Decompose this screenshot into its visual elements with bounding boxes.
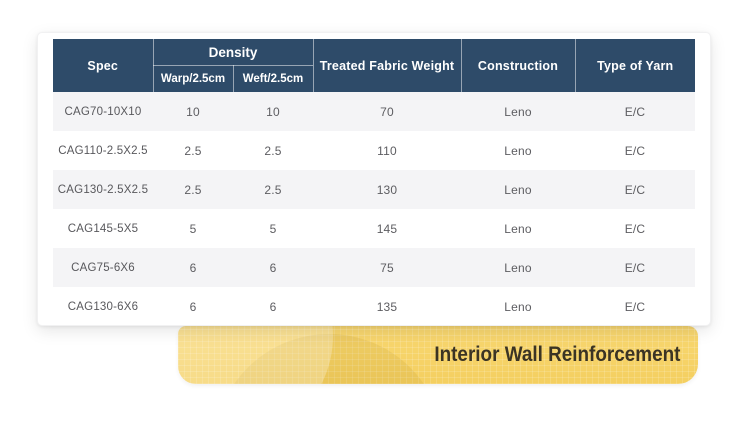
cell-construction: Leno: [504, 260, 532, 275]
cell-weft: 6: [269, 299, 277, 314]
table-row: CAG130-2.5X2.5 2.5 2.5 130 Leno E/C: [53, 170, 695, 209]
table-row: CAG110-2.5X2.5 2.5 2.5 110 Leno E/C: [53, 131, 695, 170]
cell-warp: 6: [189, 260, 197, 275]
cell-weft: 6: [269, 260, 277, 275]
cell-yarn: E/C: [624, 143, 646, 158]
column-header-spec: Spec: [53, 39, 153, 92]
table-row: CAG130-6X6 6 6 135 Leno E/C: [53, 287, 695, 326]
cell-weft: 5: [269, 221, 277, 236]
cell-spec: CAG75-6X6: [71, 261, 135, 274]
cell-weft: 2.5: [264, 182, 282, 197]
cell-construction: Leno: [504, 221, 532, 236]
cell-yarn: E/C: [624, 104, 646, 119]
cell-construction: Leno: [504, 104, 532, 119]
cell-spec: CAG130-6X6: [67, 300, 139, 313]
cell-warp: 2.5: [184, 143, 202, 158]
cell-weft: 2.5: [264, 143, 282, 158]
cell-warp: 5: [189, 221, 197, 236]
cell-warp: 6: [189, 299, 197, 314]
banner-title: Interior Wall Reinforcement: [433, 343, 680, 366]
table-body: CAG70-10X10 10 10 70 Leno E/C CAG110-2.5…: [53, 92, 695, 326]
column-header-construction: Construction: [460, 39, 575, 92]
column-header-yarn: Type of Yarn: [574, 39, 695, 92]
column-header-warp: Warp/2.5cm: [152, 65, 233, 92]
cell-warp: 2.5: [184, 182, 202, 197]
cell-construction: Leno: [504, 143, 532, 158]
cell-construction: Leno: [504, 299, 532, 314]
column-header-density: Density: [152, 39, 313, 66]
cell-weight: 135: [376, 299, 398, 314]
cell-weight: 110: [377, 143, 397, 158]
cell-yarn: E/C: [624, 299, 646, 314]
cell-spec: CAG130-2.5X2.5: [57, 183, 149, 196]
table-row: CAG70-10X10 10 10 70 Leno E/C: [53, 92, 695, 131]
spec-table: Spec Density Treated Fabric Weight Const…: [53, 39, 695, 326]
cell-spec: CAG110-2.5X2.5: [58, 144, 148, 157]
cell-yarn: E/C: [624, 260, 646, 275]
table-row: CAG75-6X6 6 6 75 Leno E/C: [53, 248, 695, 287]
column-header-weft: Weft/2.5cm: [232, 65, 313, 92]
cell-warp: 10: [186, 104, 200, 119]
column-header-weight: Treated Fabric Weight: [312, 39, 461, 92]
cell-weft: 10: [266, 104, 280, 119]
table-header: Spec Density Treated Fabric Weight Const…: [53, 39, 695, 92]
cell-weight: 75: [380, 260, 394, 275]
caption-banner: Interior Wall Reinforcement: [178, 326, 698, 384]
cell-weight: 70: [380, 104, 394, 119]
cell-yarn: E/C: [624, 221, 646, 236]
decorative-circle-small: [178, 326, 333, 384]
cell-weight: 145: [376, 221, 398, 236]
table-row: CAG145-5X5 5 5 145 Leno E/C: [53, 209, 695, 248]
cell-weight: 130: [376, 182, 398, 197]
spec-card: Spec Density Treated Fabric Weight Const…: [37, 32, 711, 326]
cell-construction: Leno: [504, 182, 532, 197]
cell-spec: CAG70-10X10: [64, 105, 142, 118]
cell-spec: CAG145-5X5: [67, 222, 139, 235]
cell-yarn: E/C: [624, 182, 646, 197]
